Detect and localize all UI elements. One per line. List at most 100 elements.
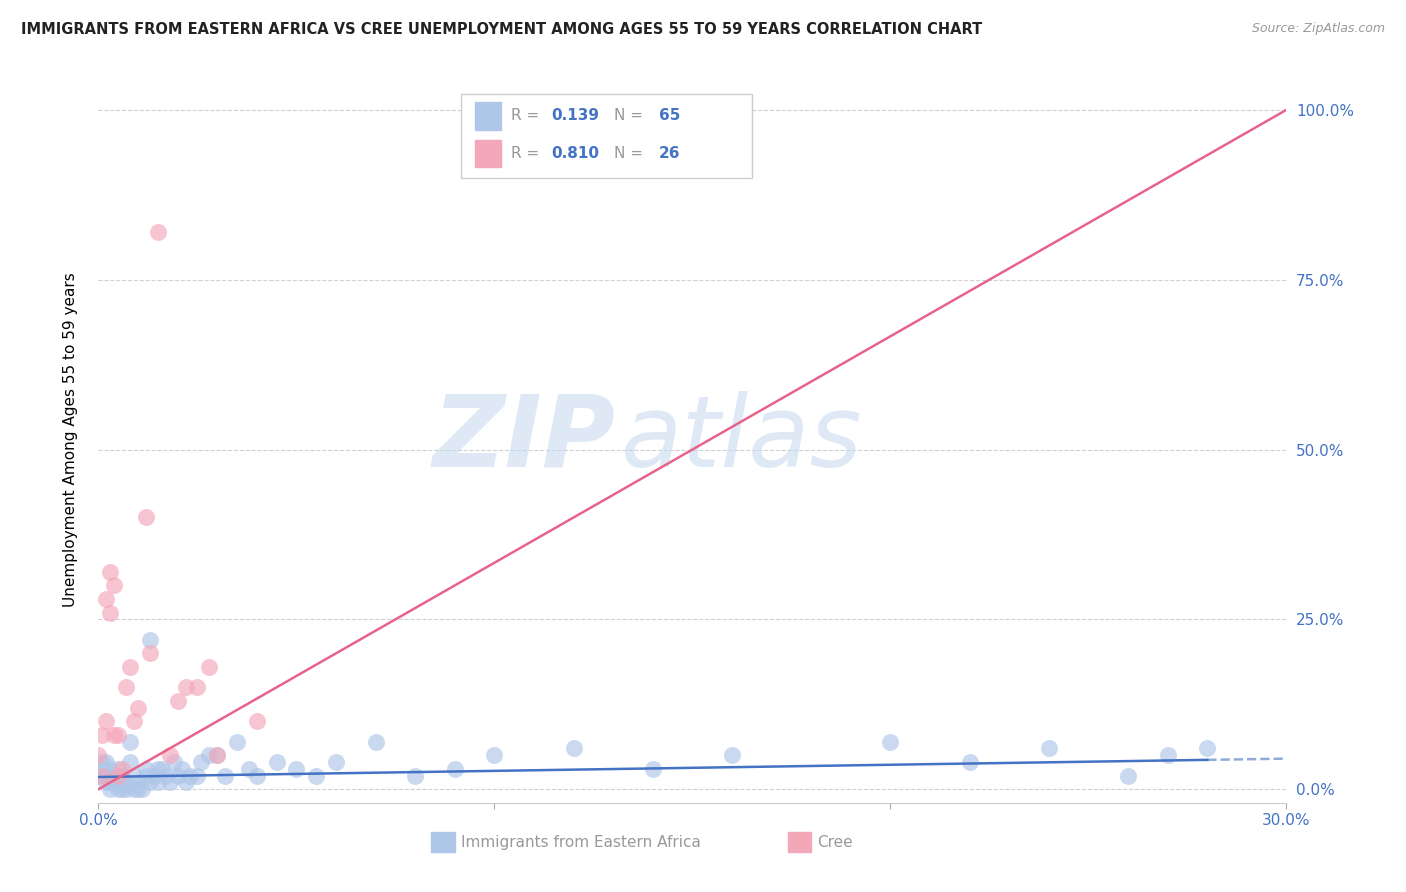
Point	[131, 782, 153, 797]
Point	[98, 782, 121, 797]
Point	[146, 225, 169, 239]
Point	[91, 769, 114, 783]
Point	[139, 646, 162, 660]
Point	[266, 755, 288, 769]
Point	[107, 775, 129, 789]
Point	[959, 755, 981, 769]
Text: 26: 26	[659, 146, 681, 161]
Point	[325, 755, 347, 769]
Point	[484, 748, 506, 763]
Point	[198, 748, 221, 763]
Point	[146, 775, 169, 789]
Point	[115, 775, 138, 789]
Point	[174, 775, 197, 789]
Point	[1116, 769, 1139, 783]
Point	[111, 762, 134, 776]
Point	[111, 782, 134, 797]
Point	[96, 591, 118, 606]
Point	[127, 775, 149, 789]
Point	[91, 755, 114, 769]
Point	[159, 775, 181, 789]
Point	[1038, 741, 1060, 756]
Point	[246, 714, 269, 729]
Point	[238, 762, 260, 776]
Point	[120, 660, 142, 674]
Point	[879, 734, 901, 748]
Point	[135, 769, 157, 783]
Point	[721, 748, 744, 763]
Point	[190, 755, 212, 769]
Point	[163, 755, 186, 769]
FancyBboxPatch shape	[787, 832, 811, 852]
Text: N =: N =	[614, 108, 648, 123]
Text: atlas: atlas	[621, 391, 863, 488]
Point	[226, 734, 249, 748]
Point	[115, 681, 138, 695]
Point	[166, 769, 188, 783]
Text: Cree: Cree	[817, 835, 853, 849]
Point	[91, 762, 114, 776]
Point	[107, 728, 129, 742]
Point	[127, 700, 149, 714]
Text: IMMIGRANTS FROM EASTERN AFRICA VS CREE UNEMPLOYMENT AMONG AGES 55 TO 59 YEARS CO: IMMIGRANTS FROM EASTERN AFRICA VS CREE U…	[21, 22, 983, 37]
Point	[205, 748, 228, 763]
Text: 65: 65	[659, 108, 681, 123]
Point	[107, 769, 129, 783]
Point	[146, 762, 169, 776]
Point	[562, 741, 585, 756]
Point	[103, 775, 125, 789]
Point	[205, 748, 228, 763]
Point	[111, 769, 134, 783]
Point	[91, 728, 114, 742]
Point	[122, 714, 145, 729]
Point	[103, 578, 125, 592]
Point	[107, 782, 129, 797]
Point	[103, 769, 125, 783]
Point	[96, 755, 118, 769]
Point	[179, 769, 201, 783]
Point	[186, 681, 208, 695]
Point	[150, 762, 173, 776]
Text: Immigrants from Eastern Africa: Immigrants from Eastern Africa	[461, 835, 700, 849]
Point	[120, 755, 142, 769]
Point	[139, 775, 162, 789]
Point	[96, 775, 118, 789]
Point	[186, 769, 208, 783]
Point	[96, 714, 118, 729]
FancyBboxPatch shape	[432, 832, 456, 852]
Point	[364, 734, 387, 748]
Text: 0.810: 0.810	[551, 146, 599, 161]
Text: ZIP: ZIP	[432, 391, 616, 488]
Text: R =: R =	[510, 108, 544, 123]
Point	[170, 762, 193, 776]
Point	[87, 769, 110, 783]
FancyBboxPatch shape	[461, 94, 752, 178]
Point	[135, 762, 157, 776]
Point	[142, 769, 165, 783]
Point	[96, 769, 118, 783]
Y-axis label: Unemployment Among Ages 55 to 59 years: Unemployment Among Ages 55 to 59 years	[63, 272, 77, 607]
FancyBboxPatch shape	[475, 140, 501, 168]
Point	[1156, 748, 1178, 763]
Point	[122, 769, 145, 783]
Point	[103, 728, 125, 742]
Point	[198, 660, 221, 674]
Point	[155, 769, 177, 783]
Point	[404, 769, 426, 783]
Point	[98, 565, 121, 579]
Text: R =: R =	[510, 146, 544, 161]
Point	[120, 734, 142, 748]
Point	[214, 769, 236, 783]
Point	[98, 606, 121, 620]
Text: Source: ZipAtlas.com: Source: ZipAtlas.com	[1251, 22, 1385, 36]
Point	[1197, 741, 1219, 756]
Text: 0.139: 0.139	[551, 108, 599, 123]
Point	[166, 694, 188, 708]
Point	[98, 775, 121, 789]
FancyBboxPatch shape	[475, 102, 501, 129]
Point	[87, 748, 110, 763]
Point	[98, 762, 121, 776]
Text: N =: N =	[614, 146, 648, 161]
Point	[107, 762, 129, 776]
Point	[127, 782, 149, 797]
